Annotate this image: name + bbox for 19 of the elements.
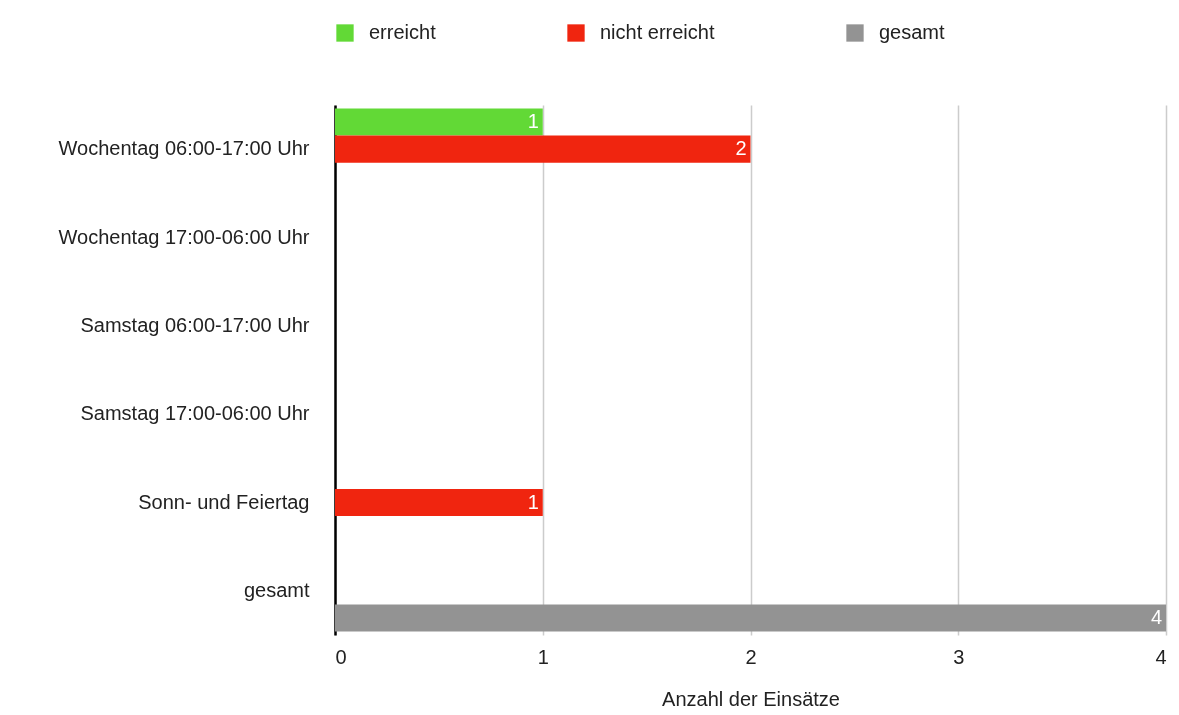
y-tick-label: Samstag 06:00-17:00 Uhr [80, 313, 310, 336]
y-tick-label: Wochentag 17:00-06:00 Uhr [58, 225, 310, 248]
y-tick-label: Samstag 17:00-06:00 Uhr [80, 402, 310, 425]
x-tick-label: 1 [537, 645, 549, 668]
y-tick-label: Wochentag 06:00-17:00 Uhr [58, 137, 310, 160]
data-label: 4 [1150, 605, 1162, 628]
legend-label: erreicht [369, 21, 437, 43]
y-tick-label: Sonn- und Feiertag [138, 490, 310, 513]
legend-label: nicht erreicht [600, 21, 715, 43]
x-tick-label: 2 [745, 645, 757, 668]
x-tick-label: 4 [1155, 645, 1167, 668]
data-label: 2 [735, 137, 747, 160]
data-label: 1 [527, 490, 539, 513]
x-tick-label: 0 [335, 645, 347, 668]
legend-label: gesamt [879, 21, 946, 43]
x-axis-title: Anzahl der Einsätze [662, 687, 840, 710]
x-tick-label: 3 [953, 645, 965, 668]
data-label: 1 [527, 110, 539, 133]
y-tick-label: gesamt [243, 578, 310, 601]
